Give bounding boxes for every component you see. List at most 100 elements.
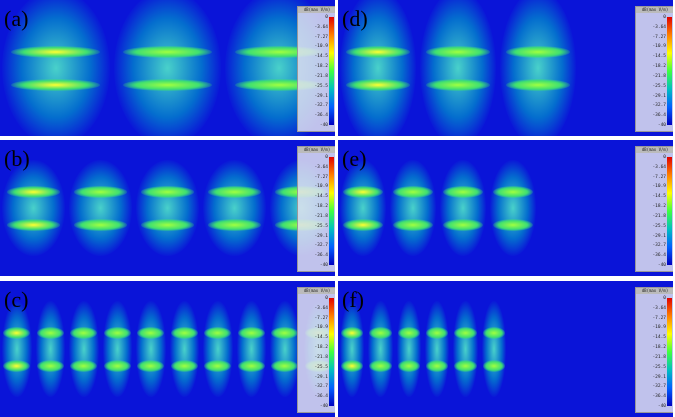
field-hotspot bbox=[36, 360, 64, 372]
field-halo bbox=[2, 301, 32, 397]
field-halo bbox=[500, 0, 576, 136]
colorbar-tick: -3.64 bbox=[652, 164, 666, 170]
colorbar-tick: -36.4 bbox=[652, 394, 666, 400]
colorbar-tick: -7.27 bbox=[652, 34, 666, 40]
field-halo bbox=[203, 160, 266, 256]
colorbar-gradient bbox=[667, 298, 672, 406]
field-hotspot bbox=[70, 327, 98, 339]
field-hotspot bbox=[11, 79, 101, 91]
colorbar-tick: -14.5 bbox=[314, 194, 328, 200]
field-hotspot bbox=[369, 360, 392, 372]
field-hotspot bbox=[70, 360, 98, 372]
panel-label: (e) bbox=[342, 146, 367, 171]
field-panel-c: (c) dB(max V/m) 0 -3.64 -7.27 -10.9 -14.5 -18.2… bbox=[0, 281, 335, 417]
field-hotspot bbox=[397, 360, 421, 372]
colorbar-tick: -21.8 bbox=[314, 213, 328, 219]
colorbar-tick: -18.2 bbox=[314, 204, 328, 210]
field-hotspot bbox=[443, 219, 483, 231]
field-hotspot bbox=[271, 327, 299, 339]
field-hotspot bbox=[393, 219, 433, 231]
colorbar-tick: -25.5 bbox=[652, 83, 666, 89]
colorbar-tick: -25.5 bbox=[314, 83, 328, 89]
colorbar-tick: -32.7 bbox=[652, 243, 666, 249]
field-hotspot bbox=[6, 219, 61, 231]
colorbar-tick: -14.5 bbox=[652, 194, 666, 200]
colorbar-tick: -32.7 bbox=[652, 103, 666, 109]
field-hotspot bbox=[506, 46, 570, 58]
colorbar-tick: -40 bbox=[657, 123, 666, 128]
field-halo bbox=[440, 160, 486, 256]
colorbar-tick: -32.7 bbox=[314, 384, 328, 390]
field-hotspot bbox=[454, 327, 477, 339]
colorbar-tick: -29.1 bbox=[652, 93, 666, 99]
colorbar-tick: 0 bbox=[663, 296, 666, 301]
colorbar-tick: -29.1 bbox=[652, 233, 666, 239]
colorbar-tick: -36.4 bbox=[314, 253, 328, 259]
field-halo bbox=[340, 0, 416, 136]
colorbar-gradient bbox=[329, 157, 334, 265]
field-hotspot bbox=[343, 219, 383, 231]
colorbar-tick: -7.27 bbox=[314, 34, 328, 40]
field-hotspot bbox=[140, 186, 195, 198]
colorbar-tick: -29.1 bbox=[314, 233, 328, 239]
field-hotspot bbox=[426, 46, 490, 58]
field-hotspot bbox=[346, 79, 410, 91]
field-hotspot bbox=[340, 327, 364, 339]
colorbar-tick: -10.9 bbox=[314, 44, 328, 50]
field-halo bbox=[2, 0, 110, 136]
colorbar-legend: dB(max V/m) 0 -3.64 -7.27 -10.9 -14.5 -18.2 -21… bbox=[635, 6, 673, 132]
field-hotspot bbox=[397, 327, 421, 339]
field-hotspot bbox=[425, 360, 449, 372]
colorbar-gradient bbox=[329, 17, 334, 125]
colorbar-title: dB(max V/m) bbox=[298, 288, 335, 294]
field-hotspot bbox=[207, 186, 262, 198]
colorbar-tick: -36.4 bbox=[314, 394, 328, 400]
colorbar-title: dB(max V/m) bbox=[298, 7, 335, 13]
field-panel-f: (f) dB(max V/m) 0 -3.64 -7.27 -10.9 -14.5 -18.2… bbox=[338, 281, 673, 417]
field-hotspot bbox=[207, 219, 262, 231]
colorbar-tick: -36.4 bbox=[314, 113, 328, 119]
colorbar-legend: dB(max V/m) 0 -3.64 -7.27 -10.9 -14.5 -18.2 -21… bbox=[297, 6, 335, 132]
field-hotspot bbox=[36, 327, 64, 339]
field-hotspot bbox=[443, 186, 483, 198]
colorbar-tick: -21.8 bbox=[652, 73, 666, 79]
colorbar-tick: -3.64 bbox=[314, 24, 328, 30]
colorbar-tick: -40 bbox=[319, 404, 328, 409]
field-hotspot bbox=[340, 360, 364, 372]
field-panel-a: (a) dB(max V/m) 0 -3.64 -7.27 -10.9 -14.5 -18.2… bbox=[0, 0, 335, 136]
field-halo bbox=[490, 160, 536, 256]
colorbar-tick: -21.8 bbox=[314, 354, 328, 360]
field-hotspot bbox=[11, 46, 101, 58]
panel-label: (b) bbox=[4, 146, 30, 171]
field-halo bbox=[69, 160, 132, 256]
field-hotspot bbox=[122, 46, 213, 58]
field-halo bbox=[481, 301, 506, 397]
field-halo bbox=[136, 301, 166, 397]
panel-label: (d) bbox=[342, 6, 368, 31]
colorbar-tick: -21.8 bbox=[652, 354, 666, 360]
colorbar-tick: -7.27 bbox=[652, 174, 666, 180]
field-hotspot bbox=[6, 186, 61, 198]
field-hotspot bbox=[482, 360, 506, 372]
colorbar-tick: -18.2 bbox=[652, 64, 666, 70]
colorbar-tick: -10.9 bbox=[314, 325, 328, 331]
colorbar-title: dB(max V/m) bbox=[636, 288, 673, 294]
colorbar-tick: -25.5 bbox=[314, 364, 328, 370]
field-hotspot bbox=[482, 327, 506, 339]
colorbar-tick: -21.8 bbox=[652, 213, 666, 219]
field-hotspot bbox=[493, 219, 533, 231]
field-hotspot bbox=[3, 327, 31, 339]
colorbar-tick: -40 bbox=[319, 123, 328, 128]
field-hotspot bbox=[343, 186, 383, 198]
colorbar-tick: 0 bbox=[325, 155, 328, 160]
field-halo bbox=[340, 301, 365, 397]
colorbar-tick: -25.5 bbox=[652, 223, 666, 229]
colorbar-tick: -3.64 bbox=[314, 305, 328, 311]
field-halo bbox=[169, 301, 199, 397]
field-halo bbox=[203, 301, 233, 397]
field-halo bbox=[390, 160, 436, 256]
colorbar-tick: -36.4 bbox=[652, 253, 666, 259]
field-hotspot bbox=[204, 327, 232, 339]
field-hotspot bbox=[237, 327, 265, 339]
